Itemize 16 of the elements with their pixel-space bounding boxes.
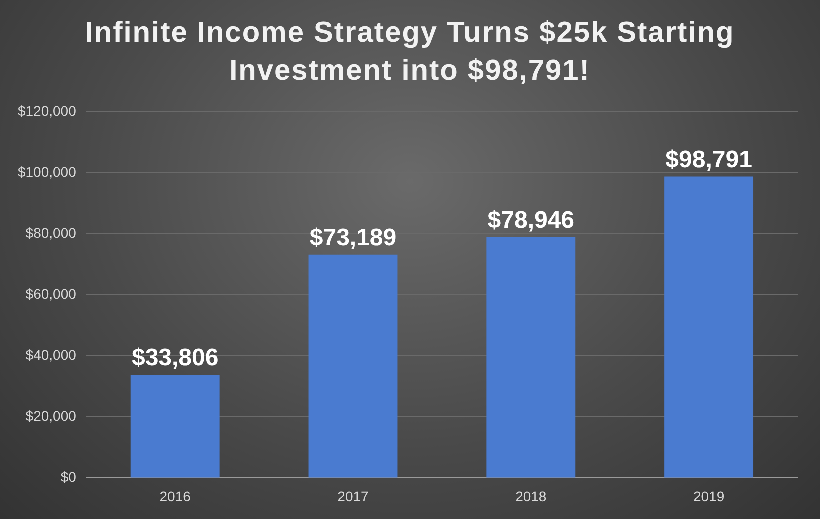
y-tick-label: $120,000 xyxy=(18,102,77,119)
y-tick-label: $100,000 xyxy=(18,164,77,180)
data-label: $98,791 xyxy=(666,146,752,174)
data-label: $78,946 xyxy=(488,206,575,234)
x-tick-label: 2018 xyxy=(516,488,547,504)
y-tick-label: $20,000 xyxy=(26,408,77,424)
chart-title: Infinite Income Strategy Turns $25k Starting Investment into $98,791! xyxy=(84,16,736,89)
data-label: $33,806 xyxy=(132,344,219,372)
y-tick-label: $40,000 xyxy=(26,346,77,363)
y-tick-label: $60,000 xyxy=(26,286,77,302)
y-tick-label: $80,000 xyxy=(26,224,77,241)
x-tick-label: 2019 xyxy=(693,488,725,504)
data-label: $73,189 xyxy=(310,224,397,252)
y-tick-label: $0 xyxy=(60,469,77,486)
x-tick-label: 2016 xyxy=(160,488,192,504)
x-tick-label: 2017 xyxy=(338,488,370,504)
